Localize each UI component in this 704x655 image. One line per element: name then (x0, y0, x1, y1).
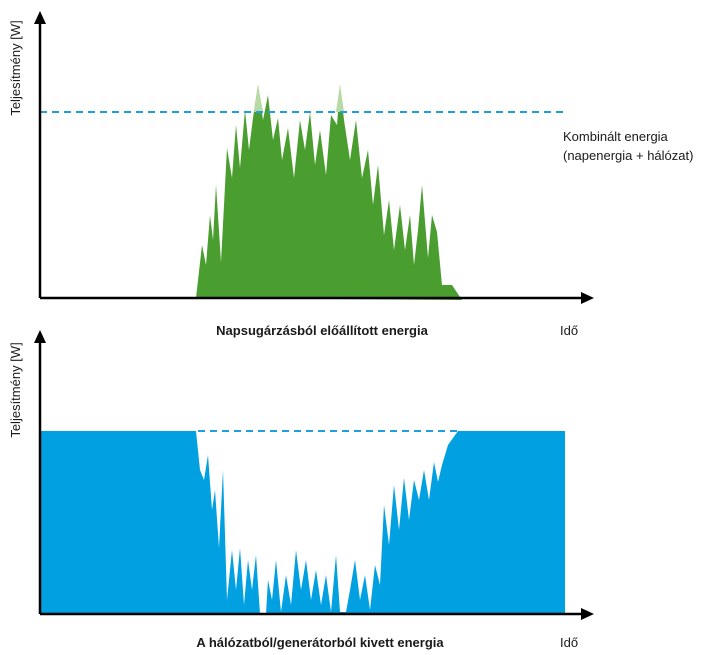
top-caption: Napsugárzásból előállított energia (216, 323, 428, 338)
arrow-up-icon (34, 330, 46, 343)
dashed-label-line1: Kombinált energia (563, 129, 669, 144)
solar-peak-overshoot (336, 85, 344, 112)
grid-energy-area (40, 431, 565, 614)
x-axis-label: Idő (560, 635, 578, 650)
solar-peak-overshoot (254, 85, 263, 112)
dashed-label-line2: (napenergia + hálózat) (563, 148, 693, 163)
solar-energy-area (196, 85, 462, 300)
y-axis-label: Teljesítmény [W] (8, 342, 23, 437)
top-panel: Teljesítmény [W] Kombinált energia (nape… (8, 11, 693, 338)
arrow-right-icon (581, 608, 594, 620)
x-axis-label: Idő (560, 323, 578, 338)
bottom-panel: Teljesítmény [W] A hálózatból/generátorb… (8, 330, 594, 650)
arrow-up-icon (34, 11, 46, 24)
y-axis-label: Teljesítmény [W] (8, 20, 23, 115)
arrow-right-icon (581, 292, 594, 304)
bottom-caption: A hálózatból/generátorból kivett energia (196, 635, 444, 650)
